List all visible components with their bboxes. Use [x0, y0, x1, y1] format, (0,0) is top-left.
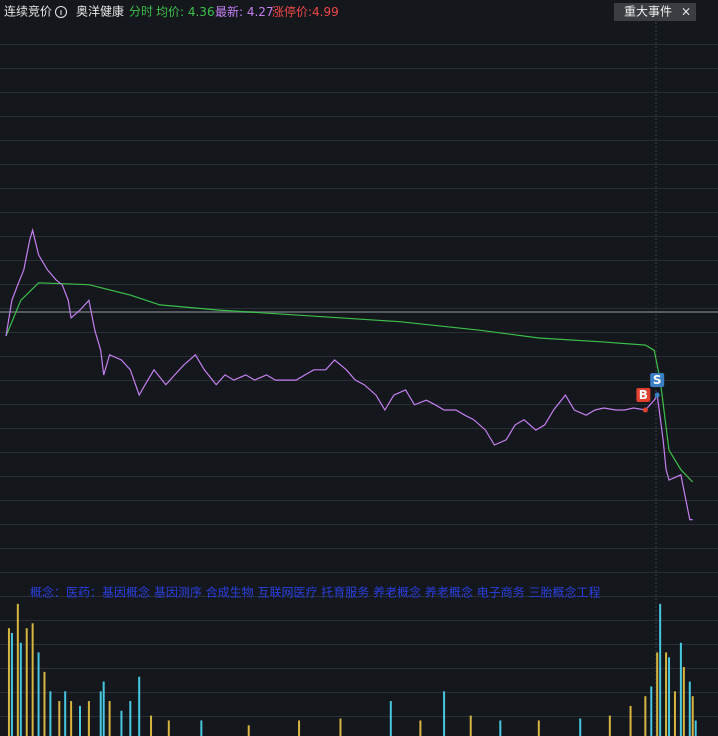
event-button-bg[interactable]: [614, 3, 696, 21]
volume-bar: [668, 657, 671, 736]
volume-bar: [79, 705, 81, 736]
volume-bar: [665, 652, 668, 736]
latest-label: 最新:: [215, 4, 247, 19]
volume-bar: [70, 701, 73, 736]
volume-bar: [608, 715, 611, 736]
volume-bar: [200, 720, 203, 736]
limit-price: 涨停价:4.99: [272, 4, 339, 19]
volume-bar: [682, 667, 685, 736]
volume-bar: [691, 696, 694, 736]
volume-bar: [679, 642, 682, 736]
volume-bar: [25, 628, 28, 736]
price-line: [5, 282, 694, 483]
volume-bar: [339, 718, 342, 736]
volume-bar: [629, 705, 632, 736]
latest-price: 最新: 4.27: [215, 4, 274, 19]
close-button[interactable]: ×: [681, 5, 691, 19]
volume-bar: [419, 720, 422, 736]
volume-bar: [688, 681, 691, 736]
trade-label: B: [639, 388, 648, 402]
volume-bar: [247, 725, 250, 736]
volume-bar: [659, 603, 662, 736]
volume-bar: [7, 628, 10, 736]
volume-bar: [673, 691, 676, 736]
tags: 概念：医药：基因概念 基因测序 合成生物 互联网医疗 托育服务 养老概念 养老概…: [30, 585, 601, 600]
volume-bar: [138, 676, 141, 736]
trade-badge: [650, 373, 665, 388]
volume-bar: [644, 696, 647, 736]
volume-bar: [694, 720, 697, 736]
volume-bar: [37, 652, 40, 736]
volume-bar: [579, 718, 582, 736]
volume-bar: [499, 720, 502, 736]
volume-bar: [469, 715, 472, 736]
limit-value: 4.99: [312, 5, 339, 19]
mode: 分时: [129, 5, 153, 19]
trade-label: S: [653, 373, 662, 387]
stock-name: 奥洋健康: [76, 4, 124, 19]
latest-value: 4.27: [247, 5, 274, 19]
volume-bar: [650, 686, 653, 736]
price-line: [5, 227, 693, 521]
volume-bar: [129, 701, 132, 736]
avg-label: 均价:: [156, 5, 188, 19]
volume-bar: [537, 720, 540, 736]
limit-label: 涨停价:: [272, 4, 312, 19]
status: 连续竞价: [4, 4, 52, 19]
volume-bar: [49, 691, 52, 736]
volume-bar: [19, 642, 22, 736]
event-button[interactable]: 重大事件: [624, 5, 672, 19]
trade-point: [654, 392, 660, 398]
avg-price: 均价: 4.36: [156, 5, 215, 19]
volume-bar: [656, 652, 659, 736]
volume-bar: [120, 710, 123, 736]
volume-bar: [167, 720, 170, 736]
volume-bar: [102, 681, 105, 736]
trade-badge: [636, 387, 651, 402]
volume-bar: [43, 671, 46, 736]
trade-point: [642, 407, 648, 413]
grid: [0, 22, 718, 736]
volume-bar: [298, 720, 301, 736]
volume-bar: [108, 701, 111, 736]
volume-bar: [16, 603, 19, 736]
volume-bar: [87, 701, 90, 736]
volume-bar: [389, 701, 392, 736]
volume-bar: [58, 701, 61, 736]
info-icon[interactable]: [55, 6, 67, 18]
volume-bar: [64, 691, 67, 736]
volume-bar: [150, 715, 153, 736]
volume-bar: [99, 691, 102, 736]
avg-value: 4.36: [188, 5, 215, 19]
volume-bar: [31, 623, 34, 736]
volume-bar: [443, 691, 446, 736]
volume-bar: [10, 633, 13, 736]
